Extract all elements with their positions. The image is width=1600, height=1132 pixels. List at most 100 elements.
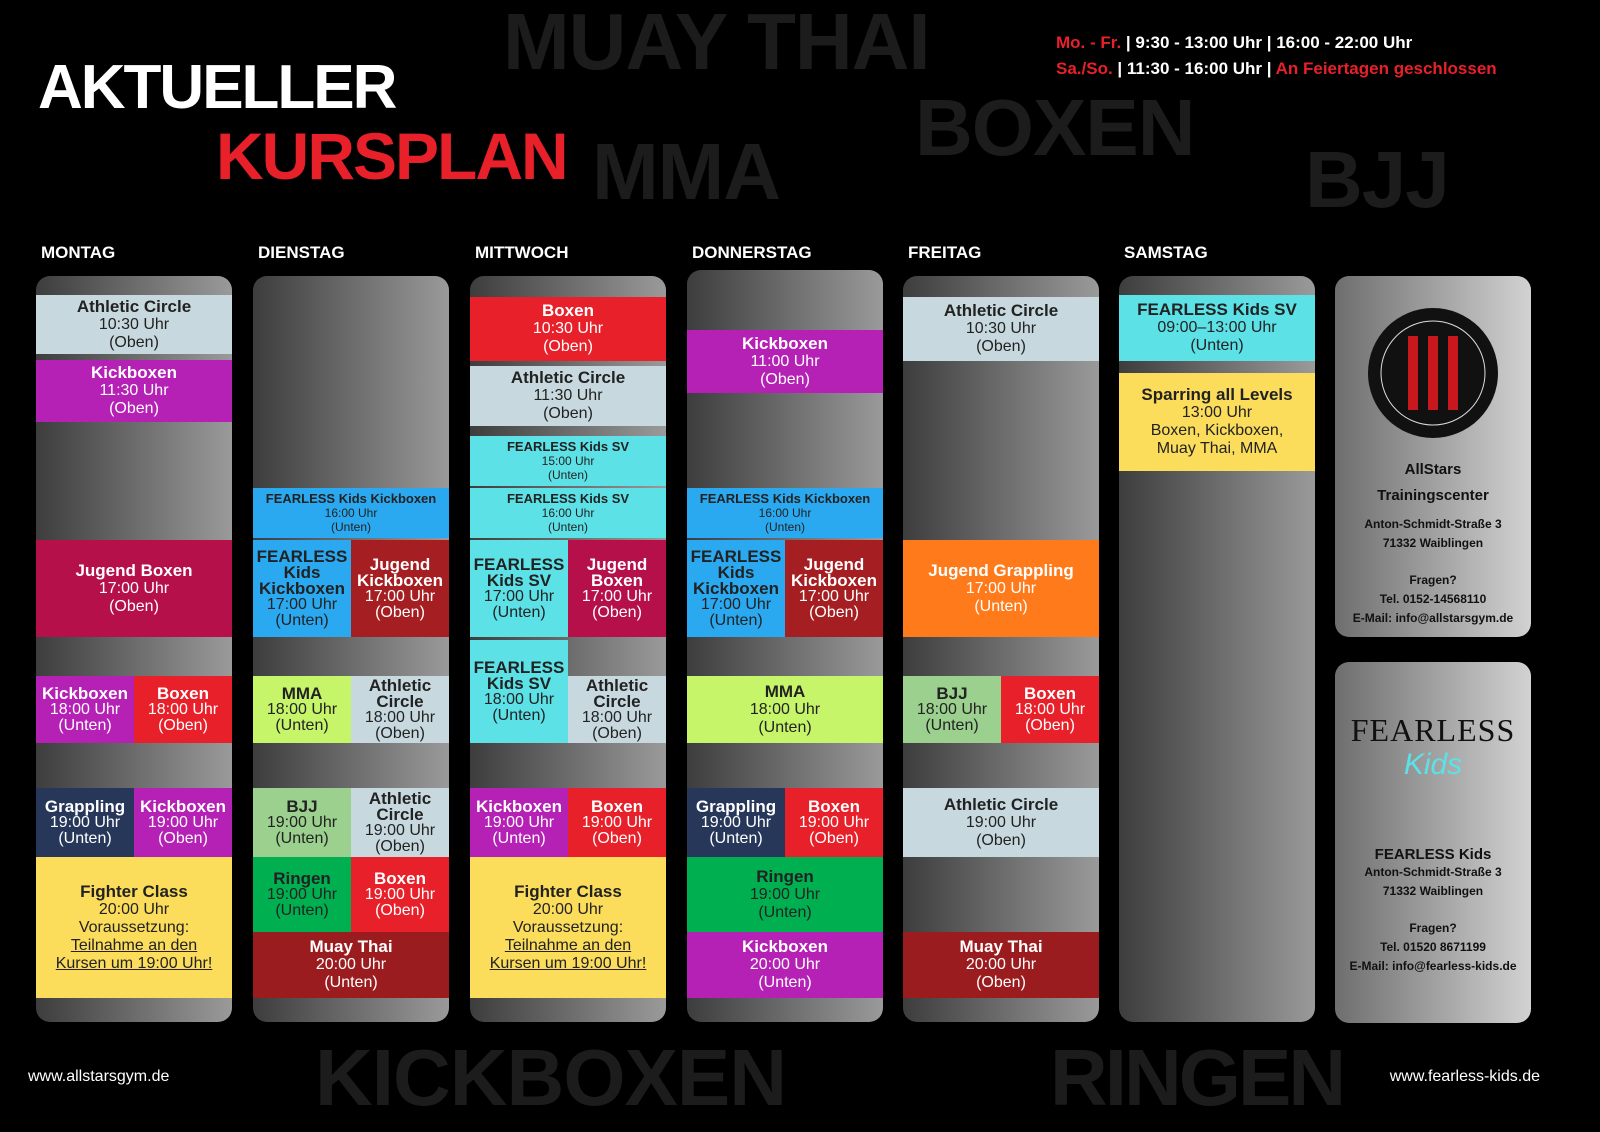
class-detail: (Oben) xyxy=(976,831,1026,849)
allstars-name1: AllStars xyxy=(1404,461,1462,478)
class-detail: (Oben) xyxy=(976,974,1026,991)
class-detail: 16:00 Uhr xyxy=(324,506,378,520)
opening-hours: Mo. - Fr. | 9:30 - 13:00 Uhr | 16:00 - 2… xyxy=(1056,30,1497,82)
class-detail: (Unten) xyxy=(492,829,546,847)
bg-word: MUAY THAI xyxy=(503,0,931,86)
class-detail: 17:00 Uhr xyxy=(364,587,436,605)
class-detail: 11:00 Uhr xyxy=(750,352,820,370)
class-block: FEARLESS Kids Kickboxen 17:00 Uhr (Unten) xyxy=(253,540,351,637)
class-block: Jugend Kickboxen 17:00 Uhr (Oben) xyxy=(785,540,883,637)
class-block: Ringen 19:00 Uhr (Unten) xyxy=(687,857,883,932)
class-detail: (Oben) xyxy=(976,338,1026,355)
class-block: FEARLESS Kids Kickboxen 16:00 Uhr (Unten) xyxy=(687,488,883,538)
class-title: BJJ xyxy=(286,796,318,816)
class-detail: 17:00 Uhr xyxy=(483,587,555,605)
class-detail: (Oben) xyxy=(809,603,859,621)
class-detail: (Unten) xyxy=(492,706,546,724)
class-requirement: Teilnahme an den Kursen um 19:00 Uhr! xyxy=(55,936,213,972)
class-title: Boxen xyxy=(591,796,643,816)
allstars-question: Fragen? xyxy=(1409,573,1457,587)
class-detail: Voraussetzung: xyxy=(78,918,190,936)
class-detail: (Unten) xyxy=(974,597,1028,615)
class-title: FEARLESS Kids SV xyxy=(1137,300,1297,319)
class-detail: 19:00 Uhr xyxy=(749,885,821,903)
class-detail: 18:00 Uhr xyxy=(147,700,219,718)
class-block: Kickboxen 19:00 Uhr (Unten) xyxy=(470,788,568,857)
footer-link-fearless[interactable]: www.fearless-kids.de xyxy=(1389,1068,1540,1085)
class-detail: 17:00 Uhr xyxy=(98,579,170,597)
class-detail: Boxen, Kickboxen, xyxy=(1150,422,1284,439)
bg-word: KICKBOXEN xyxy=(315,1033,787,1122)
class-title: Kickboxen xyxy=(476,796,562,816)
class-title: Athletic Circle xyxy=(368,676,432,711)
class-detail: 10:30 Uhr xyxy=(98,315,170,333)
class-detail: (Oben) xyxy=(158,829,208,847)
class-detail: (Oben) xyxy=(109,400,159,417)
class-block: Kickboxen 11:00 Uhr (Oben) xyxy=(687,330,883,393)
class-block: Athletic Circle 10:30 Uhr (Oben) xyxy=(36,295,232,354)
class-title: Boxen xyxy=(374,868,426,888)
class-detail: (Oben) xyxy=(592,829,642,847)
class-block: Grappling 19:00 Uhr (Unten) xyxy=(687,788,785,857)
class-block: Boxen 19:00 Uhr (Oben) xyxy=(785,788,883,857)
title-line1: AKTUELLER xyxy=(38,53,397,122)
class-detail: (Oben) xyxy=(109,333,159,351)
class-block: Athletic Circle 19:00 Uhr (Oben) xyxy=(351,788,449,857)
fearless-city: 71332 Waiblingen xyxy=(1382,884,1484,898)
allstars-email[interactable]: E-Mail: info@allstarsgym.de xyxy=(1352,611,1514,625)
class-detail: 11:30 Uhr xyxy=(99,382,169,399)
class-title: Ringen xyxy=(273,868,331,888)
fearless-email[interactable]: E-Mail: info@fearless-kids.de xyxy=(1349,959,1517,973)
class-block: Muay Thai 20:00 Uhr (Unten) xyxy=(253,932,449,998)
class-detail: (Unten) xyxy=(330,520,371,534)
class-title: FEARLESS Kids Kickboxen xyxy=(699,491,871,506)
class-block: Athletic Circle 11:30 Uhr (Oben) xyxy=(470,366,666,426)
class-block: MMA 18:00 Uhr (Unten) xyxy=(253,676,351,743)
class-detail: 18:00 Uhr xyxy=(266,700,338,718)
fearless-question: Fragen? xyxy=(1409,921,1457,935)
class-title: Fighter Class xyxy=(80,881,188,901)
class-title: Athletic Circle xyxy=(76,296,192,316)
class-detail: (Unten) xyxy=(275,829,329,847)
class-detail: (Unten) xyxy=(492,603,546,621)
class-block: Kickboxen 18:00 Uhr (Unten) xyxy=(36,676,134,743)
day-header: MITTWOCH xyxy=(475,243,569,262)
class-detail: 18:00 Uhr xyxy=(364,708,436,726)
class-detail: (Oben) xyxy=(543,405,593,422)
allstars-card: AllStars Trainingscenter Anton-Schmidt-S… xyxy=(1335,276,1531,637)
class-title: MMA xyxy=(281,683,323,703)
class-block: Jugend Grappling 17:00 Uhr (Unten) xyxy=(903,540,1099,637)
weekend-label: Sa./So. xyxy=(1056,59,1113,78)
class-title: Athletic Circle xyxy=(943,301,1059,320)
class-detail: 19:00 Uhr xyxy=(965,813,1037,831)
class-block: Kickboxen 19:00 Uhr (Oben) xyxy=(134,788,232,857)
class-title: Muay Thai xyxy=(309,937,393,956)
class-detail: (Unten) xyxy=(758,903,812,921)
class-detail: 17:00 Uhr xyxy=(700,595,772,613)
class-block: Boxen 10:30 Uhr (Oben) xyxy=(470,297,666,361)
class-title: Kickboxen xyxy=(91,363,177,382)
class-detail: 19:00 Uhr xyxy=(483,813,555,831)
class-block: Fighter Class 20:00 Uhr Voraussetzung: Tei… xyxy=(470,857,666,998)
class-block: FEARLESS Kids SV 16:00 Uhr (Unten) xyxy=(470,488,666,538)
class-title: Kickboxen xyxy=(742,937,828,956)
class-detail: (Oben) xyxy=(592,603,642,621)
class-block: FEARLESS Kids Kickboxen 16:00 Uhr (Unten) xyxy=(253,488,449,538)
class-detail: 15:00 Uhr xyxy=(541,454,595,468)
class-detail: 18:00 Uhr xyxy=(1014,700,1086,718)
day-header: SAMSTAG xyxy=(1124,243,1208,262)
class-title: Jugend Kickboxen xyxy=(791,554,877,590)
class-block: Sparring all Levels 13:00 Uhr Boxen, Kickb… xyxy=(1119,373,1315,471)
class-title: Grappling xyxy=(44,796,126,816)
class-detail: 10:30 Uhr xyxy=(532,320,604,337)
fearless-phone: Tel. 01520 8671199 xyxy=(1380,940,1486,954)
class-detail: (Oben) xyxy=(375,901,425,919)
class-block: FEARLESS Kids SV 18:00 Uhr (Unten) xyxy=(470,640,568,743)
footer-link-allstars[interactable]: www.allstarsgym.de xyxy=(28,1068,170,1085)
class-title: Jugend Kickboxen xyxy=(357,554,443,590)
class-title: Jugend Grappling xyxy=(928,560,1074,580)
class-block: FEARLESS Kids SV 17:00 Uhr (Unten) xyxy=(470,540,568,637)
class-block: Jugend Boxen 17:00 Uhr (Oben) xyxy=(568,540,666,637)
class-detail: (Unten) xyxy=(547,520,588,534)
class-detail: 19:00 Uhr xyxy=(49,813,121,831)
